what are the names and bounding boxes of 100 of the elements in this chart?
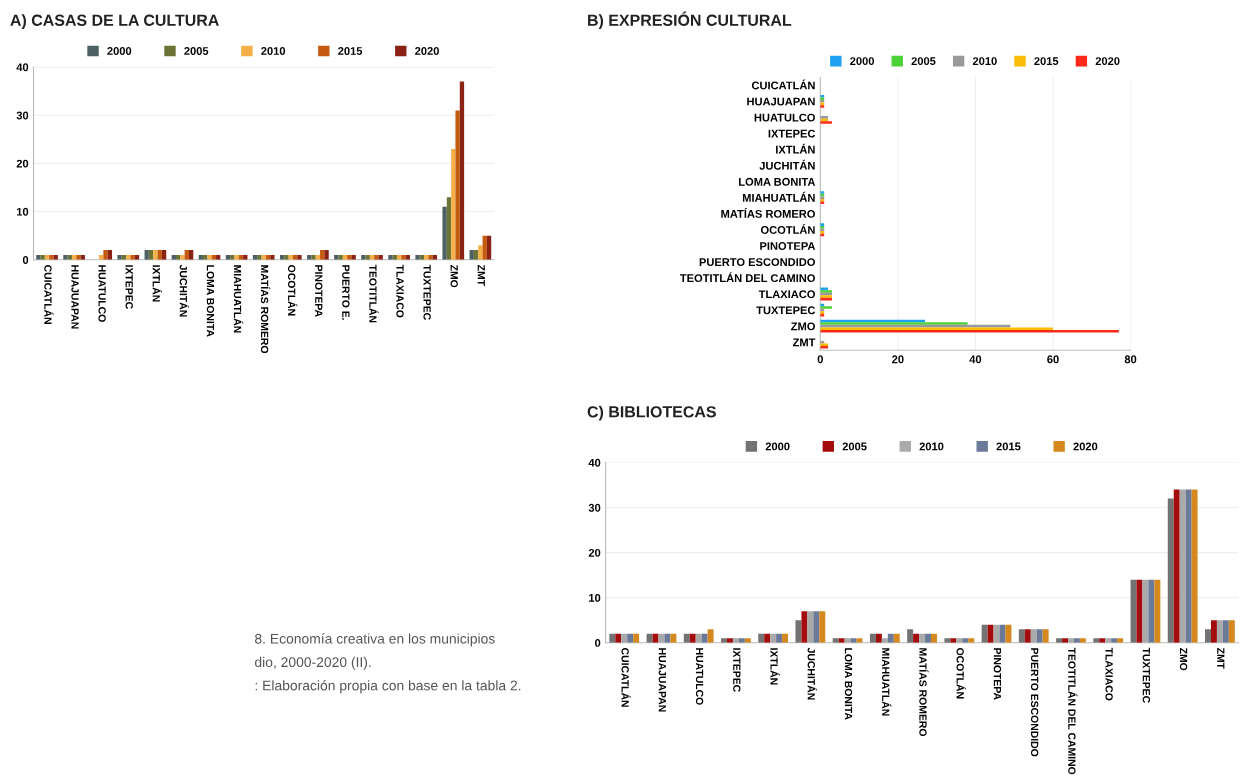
x-tick-label: TLAXIACO bbox=[1105, 647, 1113, 701]
bar bbox=[103, 250, 108, 260]
bar bbox=[907, 629, 914, 643]
bar bbox=[49, 254, 54, 260]
bar bbox=[130, 254, 135, 260]
bar bbox=[180, 254, 185, 260]
bar bbox=[451, 148, 456, 260]
y-tick-label: 30 bbox=[16, 111, 29, 120]
y-tick-label: 0 bbox=[22, 256, 29, 264]
x-tick-label: JUCHITÁN bbox=[179, 264, 189, 317]
x-tick-label: 40 bbox=[969, 355, 982, 364]
legend-label: 2000 bbox=[765, 442, 790, 451]
legend-label: 2020 bbox=[1073, 442, 1098, 451]
chart-title: C) BIBLIOTECAS bbox=[587, 405, 716, 421]
bar bbox=[993, 624, 1000, 643]
legend-label: 2015 bbox=[338, 47, 363, 55]
x-tick-label: 60 bbox=[1047, 355, 1059, 364]
y-tick-label: 20 bbox=[588, 548, 601, 557]
legend-label: 2000 bbox=[850, 57, 875, 66]
x-tick-label: OCOTLÁN bbox=[956, 648, 966, 699]
bar bbox=[207, 254, 212, 260]
x-tick-label: MATÍAS ROMERO bbox=[260, 265, 271, 354]
y-tick-label: MATÍAS ROMERO bbox=[721, 207, 815, 218]
bar bbox=[1228, 620, 1235, 643]
x-tick-label: MIAHUATLÁN bbox=[882, 648, 892, 716]
bar bbox=[257, 254, 262, 260]
legend-label: 2010 bbox=[919, 442, 944, 451]
legend-label: 2015 bbox=[996, 442, 1021, 451]
bar bbox=[813, 611, 820, 643]
x-tick-label: TLAXIACO bbox=[396, 264, 404, 318]
text: 8. Economía creativa en los municipios bbox=[255, 633, 495, 647]
bar bbox=[234, 254, 239, 260]
x-tick-label: LOMA BONITA bbox=[206, 265, 215, 337]
legend-label: 2000 bbox=[107, 47, 132, 55]
bar bbox=[1173, 489, 1180, 643]
bar bbox=[1205, 629, 1211, 643]
y-tick-label: 0 bbox=[595, 638, 601, 647]
y-tick-label: OCOTLÁN bbox=[760, 223, 815, 234]
bar bbox=[1018, 629, 1025, 643]
y-tick-label: 20 bbox=[16, 159, 29, 168]
y-tick-label: HUATULCO bbox=[754, 113, 815, 122]
bar bbox=[415, 254, 420, 260]
x-tick-label: PUERTO E. bbox=[342, 265, 350, 320]
bar bbox=[1216, 620, 1223, 643]
y-tick-label: CUICATLÁN bbox=[751, 79, 815, 90]
bar bbox=[478, 245, 483, 260]
bar bbox=[388, 254, 393, 260]
bar bbox=[270, 254, 275, 260]
bar bbox=[1210, 620, 1217, 643]
x-tick-label: TEOTITLÁN bbox=[369, 264, 379, 323]
bar bbox=[820, 306, 832, 309]
bar bbox=[455, 110, 460, 260]
x-tick-label: IXTLÁN bbox=[152, 265, 162, 302]
legend-label: 2015 bbox=[1034, 57, 1059, 66]
bar bbox=[1154, 579, 1161, 643]
x-tick-label: ZMO bbox=[450, 264, 458, 288]
legend-label: 2010 bbox=[261, 47, 286, 55]
y-tick-label: LOMA BONITA bbox=[739, 177, 816, 186]
legend-label: 2005 bbox=[842, 442, 867, 451]
bar bbox=[428, 254, 433, 260]
bar bbox=[819, 611, 826, 643]
bar bbox=[1042, 629, 1049, 643]
x-tick-label: TUXTEPEC bbox=[423, 264, 431, 320]
x-tick-label: HUATULCO bbox=[98, 265, 106, 322]
bar bbox=[801, 611, 808, 643]
x-tick-label: ZMO bbox=[1179, 647, 1188, 671]
bar bbox=[1191, 489, 1198, 643]
x-tick-label: MATÍAS ROMERO bbox=[919, 648, 929, 737]
bar bbox=[311, 254, 316, 260]
bar bbox=[338, 254, 343, 260]
bar bbox=[36, 254, 41, 260]
x-tick-label: ZMT bbox=[477, 264, 485, 286]
x-tick-label: IXTEPEC bbox=[125, 265, 133, 309]
y-tick-label: HUAJUAPAN bbox=[747, 97, 815, 106]
bar bbox=[351, 254, 356, 260]
x-tick-label: 80 bbox=[1124, 355, 1137, 364]
bar bbox=[63, 254, 68, 260]
bar bbox=[1148, 579, 1155, 643]
y-tick-label: IXTEPEC bbox=[768, 129, 816, 138]
bar bbox=[297, 254, 302, 260]
x-tick-label: ZMT bbox=[1217, 647, 1225, 669]
y-tick-label: 40 bbox=[16, 63, 29, 72]
bar bbox=[76, 254, 81, 260]
y-tick-label: JUCHITÁN bbox=[759, 159, 815, 170]
bar bbox=[1185, 489, 1192, 643]
bar bbox=[1222, 620, 1229, 643]
bar bbox=[795, 620, 802, 643]
bar bbox=[1036, 629, 1043, 643]
bar bbox=[284, 254, 289, 260]
chart-title: A) CASAS DE LA CULTURA bbox=[10, 14, 219, 30]
y-tick-label: PUERTO ESCONDIDO bbox=[699, 258, 815, 267]
y-tick-label: PINOTEPA bbox=[760, 242, 816, 250]
x-tick-label: TUXTEPEC bbox=[1142, 647, 1151, 703]
x-tick-label: PINOTEPA bbox=[993, 648, 1002, 700]
bar bbox=[324, 250, 329, 260]
bar bbox=[987, 624, 994, 643]
text: B) EXPRESIÓN CULTURAL bbox=[588, 11, 792, 30]
y-tick-label: MIAHUATLÁN bbox=[742, 191, 815, 202]
y-tick-label: 40 bbox=[588, 458, 601, 467]
bar bbox=[820, 327, 1053, 330]
